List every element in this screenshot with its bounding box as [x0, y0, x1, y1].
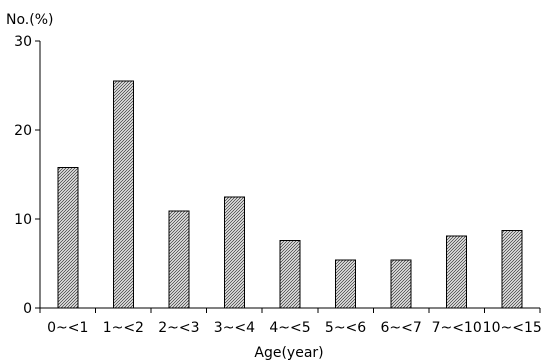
plot-area: 0 10 20 30 0~<1 1~<2 2~<3 3~<4 4~<5 5~<6 6~<7 7~<10… [14, 34, 541, 336]
x-tick-label: 2~<3 [158, 320, 199, 336]
bar [390, 259, 412, 309]
x-tick-label: 7~<10 [432, 320, 482, 336]
x-tick-label: 1~<2 [103, 320, 144, 336]
bar [335, 259, 357, 309]
x-tick-label: 6~<7 [380, 320, 421, 336]
bar [279, 239, 301, 309]
x-tick-label: 3~<4 [214, 320, 255, 336]
bar [501, 230, 523, 309]
bar [223, 196, 245, 309]
bar [168, 210, 190, 309]
y-tick-label: 20 [14, 123, 32, 139]
y-tick-label: 0 [23, 301, 32, 317]
y-tick-label: 30 [14, 34, 32, 50]
bar [112, 80, 134, 309]
bar [446, 235, 468, 309]
y-tick-label: 10 [14, 212, 32, 228]
x-tick-label: 5~<6 [325, 320, 366, 336]
x-tick-label: 4~<5 [269, 320, 310, 336]
x-axis-title: Age(year) [254, 345, 323, 361]
y-axis-title: No.(%) [6, 12, 53, 28]
bar [57, 166, 79, 309]
x-tick-label: 10~<15 [483, 320, 541, 336]
x-tick-label: 0~<1 [47, 320, 88, 336]
